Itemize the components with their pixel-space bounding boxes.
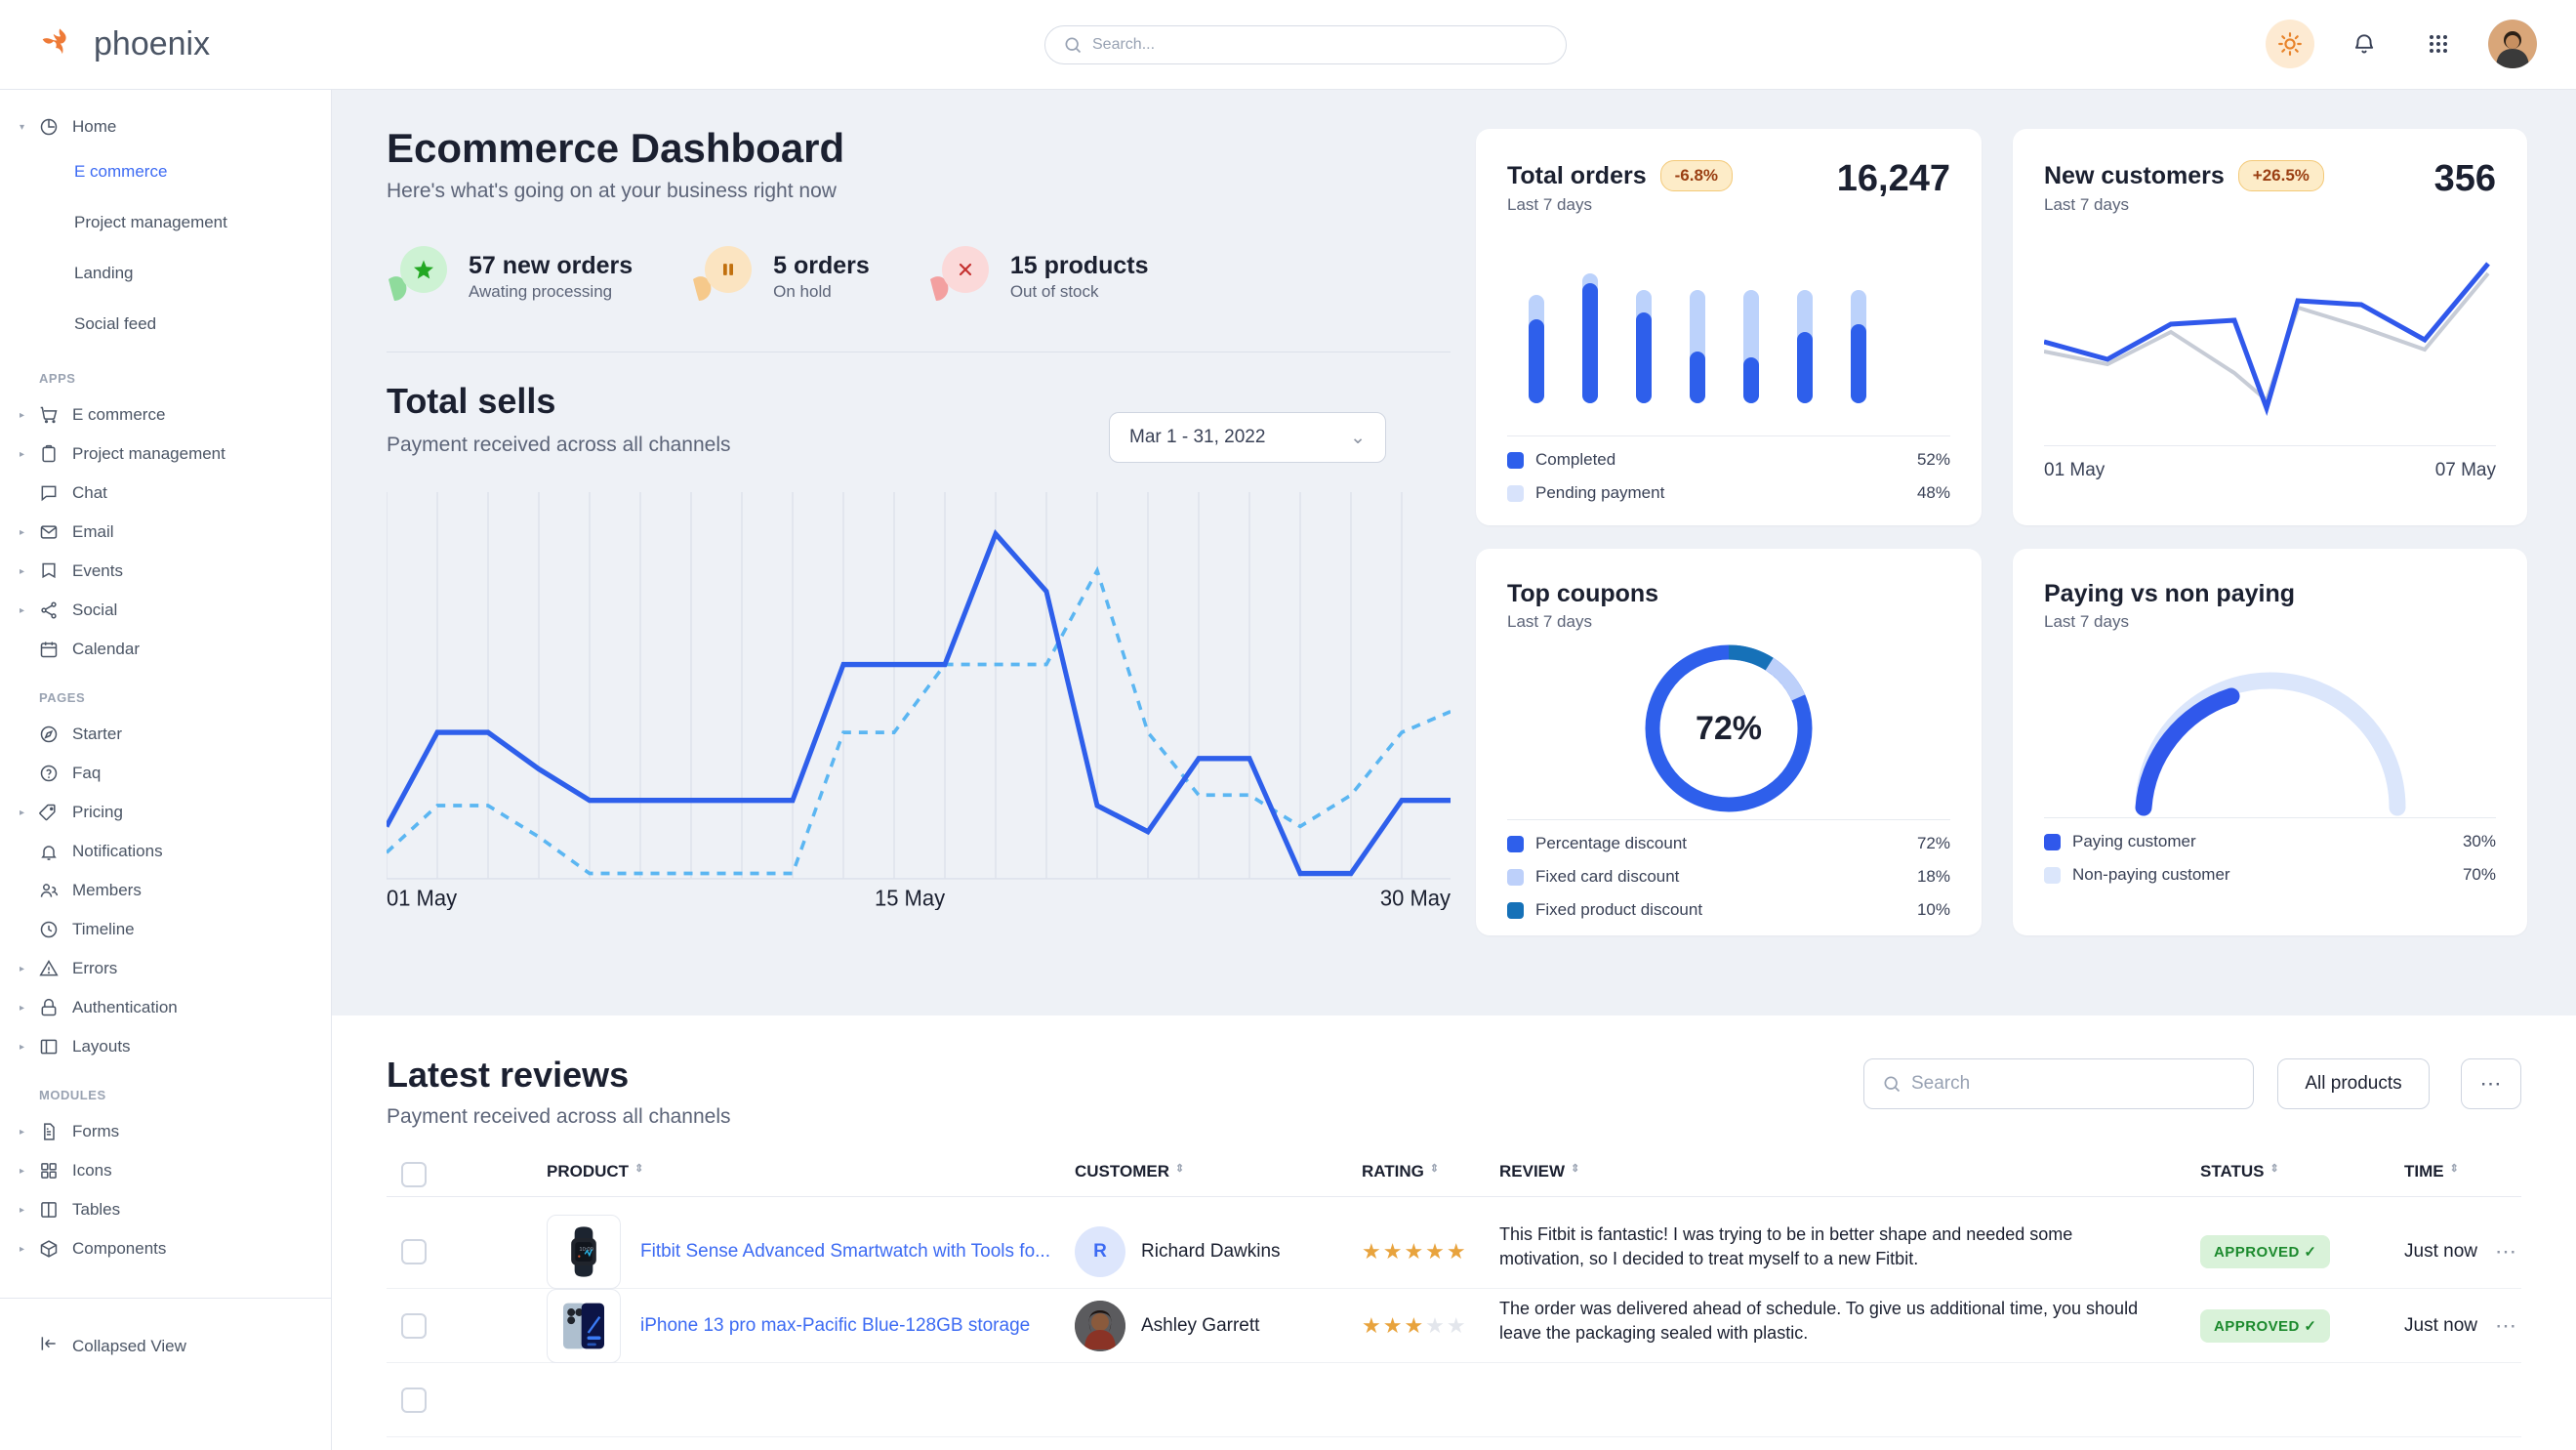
svg-text:15 May: 15 May <box>875 885 946 910</box>
svg-text:30 May: 30 May <box>1380 885 1451 910</box>
svg-text:01 May: 01 May <box>387 885 458 910</box>
svg-text:72%: 72% <box>1696 710 1762 747</box>
